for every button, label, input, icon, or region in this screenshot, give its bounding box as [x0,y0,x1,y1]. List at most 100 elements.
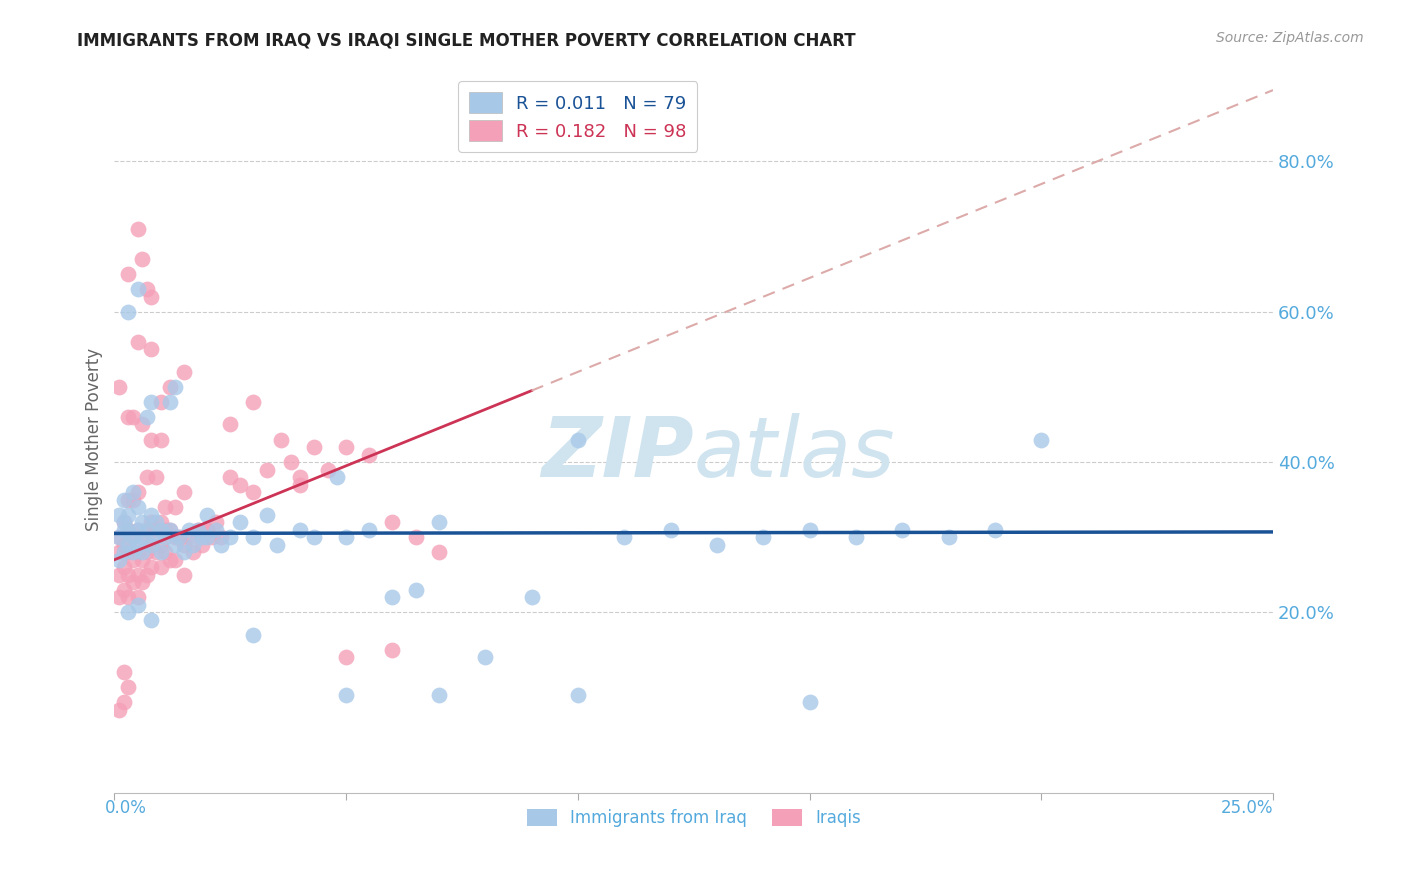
Point [112,665,135,680]
Point [520,591,543,605]
Point [173,567,195,582]
Point [127,545,149,559]
Point [149,545,172,559]
Point [112,515,135,529]
Legend: Immigrants from Iraq, Iraqis: Immigrants from Iraq, Iraqis [520,802,868,834]
Point [149,560,172,574]
Point [117,523,139,537]
Point [427,515,450,529]
Point [159,523,181,537]
Point [381,515,404,529]
Point [427,545,450,559]
Point [127,334,149,349]
Point [155,500,177,515]
Point [135,523,157,537]
Point [335,440,357,454]
Point [127,598,149,612]
Point [145,523,167,537]
Point [117,605,139,619]
Point [112,545,135,559]
Point [112,523,135,537]
Point [335,530,357,544]
Point [141,560,163,574]
Point [145,545,167,559]
Point [155,530,177,544]
Point [205,523,228,537]
Point [169,530,191,544]
Point [141,613,163,627]
Text: ZIP: ZIP [541,413,693,494]
Point [659,523,682,537]
Point [108,530,131,544]
Point [117,681,139,695]
Point [122,545,145,559]
Point [938,530,960,544]
Text: 25.0%: 25.0% [1220,798,1272,817]
Point [177,530,200,544]
Point [149,538,172,552]
Point [117,409,139,424]
Point [112,515,135,529]
Point [173,365,195,379]
Point [163,538,186,552]
Point [187,523,209,537]
Point [159,552,181,566]
Point [117,523,139,537]
Point [117,508,139,522]
Point [242,530,264,544]
Point [256,462,278,476]
Point [359,523,381,537]
Point [131,552,153,566]
Point [141,515,163,529]
Point [108,703,131,717]
Point [405,582,427,597]
Point [288,470,311,484]
Point [135,567,157,582]
Point [302,440,325,454]
Point [127,282,149,296]
Point [135,470,157,484]
Point [567,688,589,702]
Point [209,530,232,544]
Point [117,492,139,507]
Point [159,395,181,409]
Point [122,485,145,500]
Point [112,696,135,710]
Text: IMMIGRANTS FROM IRAQ VS IRAQI SINGLE MOTHER POVERTY CORRELATION CHART: IMMIGRANTS FROM IRAQ VS IRAQI SINGLE MOT… [77,31,856,49]
Point [149,395,172,409]
Point [108,508,131,522]
Point [242,485,264,500]
Point [131,575,153,590]
Point [359,448,381,462]
Point [112,560,135,574]
Point [135,545,157,559]
Point [335,650,357,665]
Point [187,523,209,537]
Point [706,538,728,552]
Point [302,530,325,544]
Point [159,523,181,537]
Point [122,492,145,507]
Point [181,538,204,552]
Point [405,530,427,544]
Point [131,530,153,544]
Text: Source: ZipAtlas.com: Source: ZipAtlas.com [1216,31,1364,45]
Point [141,395,163,409]
Point [155,523,177,537]
Point [195,530,218,544]
Point [567,433,589,447]
Point [195,523,218,537]
Point [173,545,195,559]
Point [117,305,139,319]
Point [145,470,167,484]
Point [108,530,131,544]
Point [141,433,163,447]
Point [131,530,153,544]
Point [122,409,145,424]
Text: atlas: atlas [693,413,896,494]
Point [201,530,224,544]
Point [127,523,149,537]
Point [181,545,204,559]
Point [474,650,496,665]
Point [127,222,149,236]
